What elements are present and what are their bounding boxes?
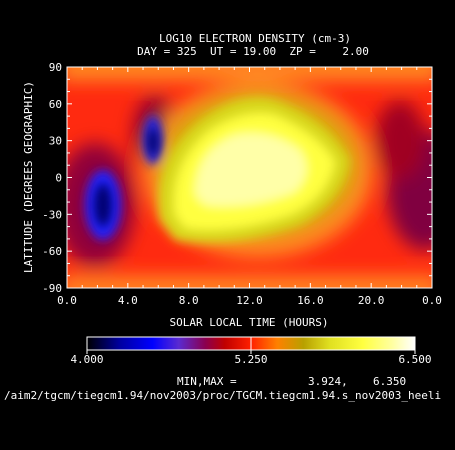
y-tick-label: -60	[42, 245, 62, 258]
y-axis: 90 60 30 0 -30 -60 -90	[42, 61, 432, 295]
density-field	[67, 67, 432, 288]
minmax-label: MIN,MAX =	[177, 375, 237, 388]
y-tick-label: 90	[49, 61, 62, 74]
x-tick-label: 16.0	[297, 294, 324, 307]
x-axis-label: SOLAR LOCAL TIME (HOURS)	[169, 316, 329, 329]
y-axis-label: LATITUDE (DEGREES GEOGRAPHIC)	[22, 80, 35, 274]
chart-subtitle: DAY = 325 UT = 19.00 ZP = 2.00	[137, 45, 369, 58]
y-tick-label: -30	[42, 208, 62, 221]
chart-title: LOG10 ELECTRON DENSITY (cm-3)	[158, 32, 352, 45]
y-tick-label: 0	[55, 172, 62, 185]
y-tick-label: 30	[49, 135, 62, 148]
x-tick-label: 0.0	[422, 294, 442, 307]
x-tick-label: 4.0	[118, 294, 138, 307]
colorbar-max-label: 6.500	[398, 353, 432, 366]
x-axis: 0.0 4.0 8.0 12.0 16.0 20.0 0.0	[57, 67, 442, 307]
max-value: 6.350	[373, 375, 407, 388]
y-tick-label: -90	[42, 282, 62, 295]
x-tick-label: 20.0	[358, 294, 385, 307]
y-tick-label: 60	[49, 98, 62, 111]
x-tick-label: 0.0	[57, 294, 77, 307]
file-path: /aim2/tgcm/tiegcm1.94/nov2003/proc/TGCM.…	[4, 390, 442, 402]
min-value: 3.924,	[308, 375, 348, 388]
colorbar-min-label: 4.000	[70, 353, 104, 366]
x-tick-label: 12.0	[236, 294, 263, 307]
colorbar-mid-label: 5.250	[234, 353, 268, 366]
x-tick-label: 8.0	[179, 294, 199, 307]
